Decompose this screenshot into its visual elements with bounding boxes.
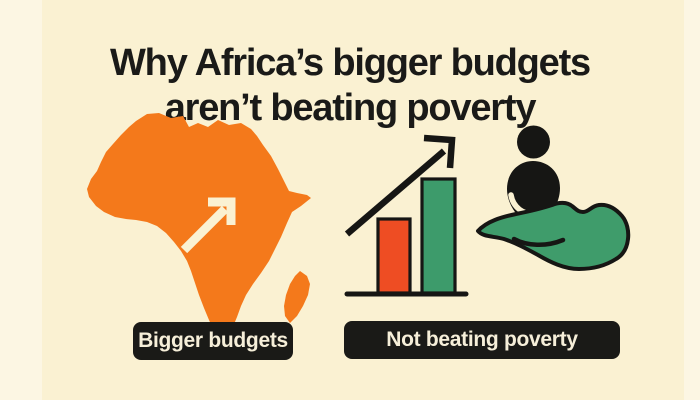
africa-up-arrow-icon xyxy=(180,205,229,254)
africa-map-icon xyxy=(87,113,311,345)
madagascar-silhouette xyxy=(284,271,310,323)
badge-bigger-budgets: Bigger budgets xyxy=(133,322,293,360)
page-title: Why Africa’s bigger budgets aren’t beati… xyxy=(0,41,700,131)
chart-bar-tall xyxy=(420,177,457,295)
badge-not-beating-poverty: Not beating poverty xyxy=(344,321,620,359)
badge-bigger-budgets-label: Bigger budgets xyxy=(138,329,288,352)
title-line-2: aren’t beating poverty xyxy=(164,87,537,130)
rising-bar-chart-icon xyxy=(344,134,469,297)
supporting-hand xyxy=(476,200,631,271)
badge-not-beating-poverty-label: Not beating poverty xyxy=(386,328,578,351)
right-margin-strip xyxy=(684,0,700,400)
person-in-hand-icon xyxy=(476,125,631,271)
chart-arrow-head xyxy=(423,134,456,169)
left-margin-strip xyxy=(0,0,42,400)
africa-up-arrow-head xyxy=(208,197,236,225)
person-head xyxy=(517,125,550,159)
chart-arrow-shaft xyxy=(344,148,447,237)
title-line-1: Why Africa’s bigger budgets xyxy=(110,42,591,85)
hand-palm-crease xyxy=(511,236,566,247)
chart-bar-short xyxy=(376,217,412,295)
